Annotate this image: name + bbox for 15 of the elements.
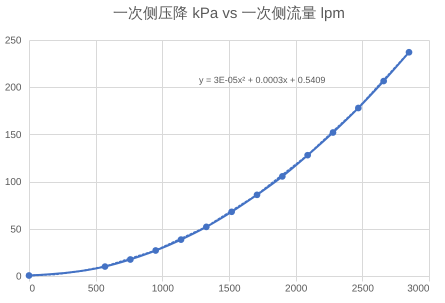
x-tick-label: 2500 bbox=[352, 284, 374, 294]
x-tick-label: 2000 bbox=[285, 284, 308, 294]
y-tick-label: 150 bbox=[4, 130, 22, 141]
x-tick-label: 3000 bbox=[407, 284, 430, 294]
y-tick-label: 100 bbox=[4, 177, 22, 188]
y-tick-label: 250 bbox=[4, 36, 22, 46]
annotation: y = 3E-05x² + 0.0003x + 0.5409 bbox=[199, 75, 326, 85]
chart-title: 一次侧压降 kPa vs 一次侧流量 lpm bbox=[113, 5, 345, 22]
x-tick-label: 1500 bbox=[218, 284, 242, 294]
x-tick-label: 500 bbox=[88, 284, 105, 294]
y-tick-label: 0 bbox=[16, 272, 22, 282]
y-tick-label: 200 bbox=[4, 82, 22, 94]
x-tick-label: 0 bbox=[30, 284, 36, 294]
x-tick-label: 1000 bbox=[152, 284, 174, 294]
y-tick-label: 50 bbox=[10, 224, 22, 236]
